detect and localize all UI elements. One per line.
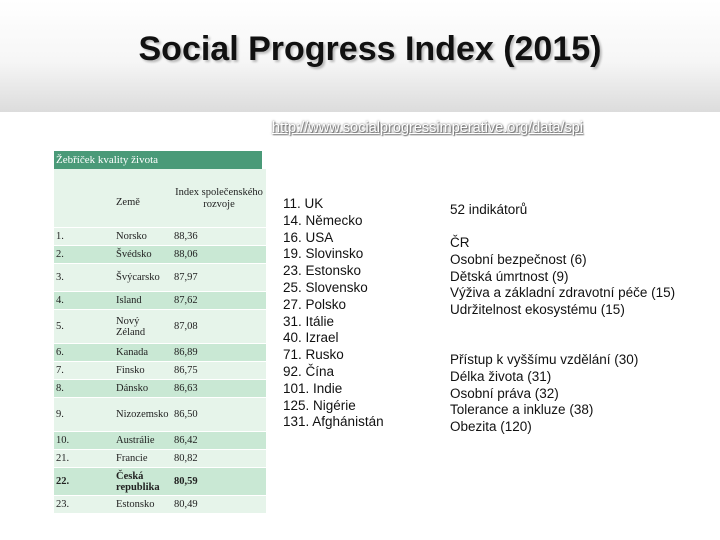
indicator-count: 52 indikátorů [450,202,528,217]
table-cell-rank: 6. [54,343,114,362]
ranking-item: 71. Rusko [283,347,344,363]
table-row: 9. Nizozemsko 86,50 [54,397,266,432]
table-cell-country: Estonsko [114,495,172,514]
indicator-item: Výživa a základní zdravotní péče (15) [450,285,676,301]
indicator-item: Obezita (120) [450,419,532,435]
table-cell-score: 88,06 [172,245,266,264]
table-cell-country: Francie [114,449,172,468]
table-title: Žebříček kvality života [54,151,262,169]
country-ranking-list: 11. UK 14. Německo 16. USA 19. Slovinsko 23.… [283,196,384,431]
ranking-item: 31. Itálie [283,313,335,329]
table-cell-country: Švýcarsko [114,263,172,292]
indicator-item: Udržitelnost ekosystému (15) [450,302,625,318]
indicator-item: Přístup k vyššímu vzdělání (30) [450,352,639,367]
table-cell-rank: 1. [54,227,114,246]
table-header-row: Země Index společenského rozvoje [54,169,266,228]
table-row: 8. Dánsko 86,63 [54,379,266,398]
table-cell-country: Finsko [114,361,172,380]
table-cell-country: Česká republika [114,467,172,496]
table-row: 2. Švédsko 88,06 [54,245,266,264]
table-cell-score: 86,42 [172,431,266,450]
table-cell-score: 86,75 [172,361,266,380]
table-row: 1. Norsko 88,36 [54,227,266,246]
table-row: 22. Česká republika 80,59 [54,467,266,496]
table-cell-score: 86,63 [172,379,266,398]
table-cell-score: 80,49 [172,495,266,514]
ranking-item: 25. Slovensko [283,279,368,295]
header-score: Index společenského rozvoje [172,169,266,228]
table-cell-rank: 9. [54,397,114,432]
ranking-item: 23. Estonsko [283,263,362,279]
table-cell-score: 87,62 [172,291,266,310]
title-band [0,0,720,112]
table-row: 7. Finsko 86,75 [54,361,266,380]
indicator-list-weak: Přístup k vyššímu vzdělání (30) Délka živ… [450,352,638,436]
table-cell-country: Island [114,291,172,310]
ranking-item: 27. Polsko [283,296,347,312]
ranking-item: 101. Indie [283,380,343,396]
table-cell-score: 86,89 [172,343,266,362]
table-cell-rank: 8. [54,379,114,398]
table-cell-score: 87,97 [172,263,266,292]
ranking-item: 125. Nigérie [283,397,356,413]
table-cell-country: Dánsko [114,379,172,398]
table-row: 6. Kanada 86,89 [54,343,266,362]
table-cell-country: Kanada [114,343,172,362]
table-cell-rank: 3. [54,263,114,292]
table-cell-rank: 23. [54,495,114,514]
table-cell-score: 80,82 [172,449,266,468]
table-row: 21. Francie 80,82 [54,449,266,468]
indicator-item: Tolerance a inkluze (38) [450,402,594,418]
table-cell-rank: 4. [54,291,114,310]
ranking-item: 19. Slovinsko [283,246,364,262]
table-row: 23. Estonsko 80,49 [54,495,266,514]
table-cell-score: 86,50 [172,397,266,432]
table-cell-country: Švédsko [114,245,172,264]
table-cell-rank: 10. [54,431,114,450]
ranking-item: 92. Čína [283,363,335,379]
table-row: 4. Island 87,62 [54,291,266,310]
header-rank-cell [54,169,114,228]
indicator-item: Osobní práva (32) [450,385,559,401]
ranking-item: 40. Izrael [283,330,339,346]
indicator-item: Osobní bezpečnost (6) [450,251,587,267]
source-link[interactable]: http://www.socialprogressimperative.org/… [272,120,584,136]
table-cell-country: Norsko [114,227,172,246]
table-cell-country: Austrálie [114,431,172,450]
ranking-item: 14. Německo [283,212,363,228]
table-cell-score: 87,08 [172,309,266,344]
indicator-item: Dětská úmrtnost (9) [450,268,569,284]
table-cell-rank: 21. [54,449,114,468]
indicator-item: Délka života (31) [450,368,552,384]
indicator-list-strong: ČR Osobní bezpečnost (6) Dětská úmrtnost (… [450,235,675,319]
table-cell-country: Nizozemsko [114,397,172,432]
table-cell-country: Nový Zéland [114,309,172,344]
table-row: 10. Austrálie 86,42 [54,431,266,450]
page-title: Social Progress Index (2015) [138,30,602,68]
table-cell-score: 80,59 [172,467,266,496]
table-cell-rank: 2. [54,245,114,264]
table-cell-rank: 7. [54,361,114,380]
table-cell-rank: 5. [54,309,114,344]
table-cell-rank: 22. [54,467,114,496]
table-row: 5. Nový Zéland 87,08 [54,309,266,344]
ranking-item: 16. USA [283,229,334,245]
ranking-item: 131. Afghánistán [283,414,384,430]
table-cell-score: 88,36 [172,227,266,246]
indicator-item: ČR [450,235,470,250]
ranking-item: 11. UK [283,196,324,211]
table-row: 3. Švýcarsko 87,97 [54,263,266,292]
ranking-table: Žebříček kvality života Země Index spole… [54,151,266,514]
header-country: Země [114,169,172,228]
